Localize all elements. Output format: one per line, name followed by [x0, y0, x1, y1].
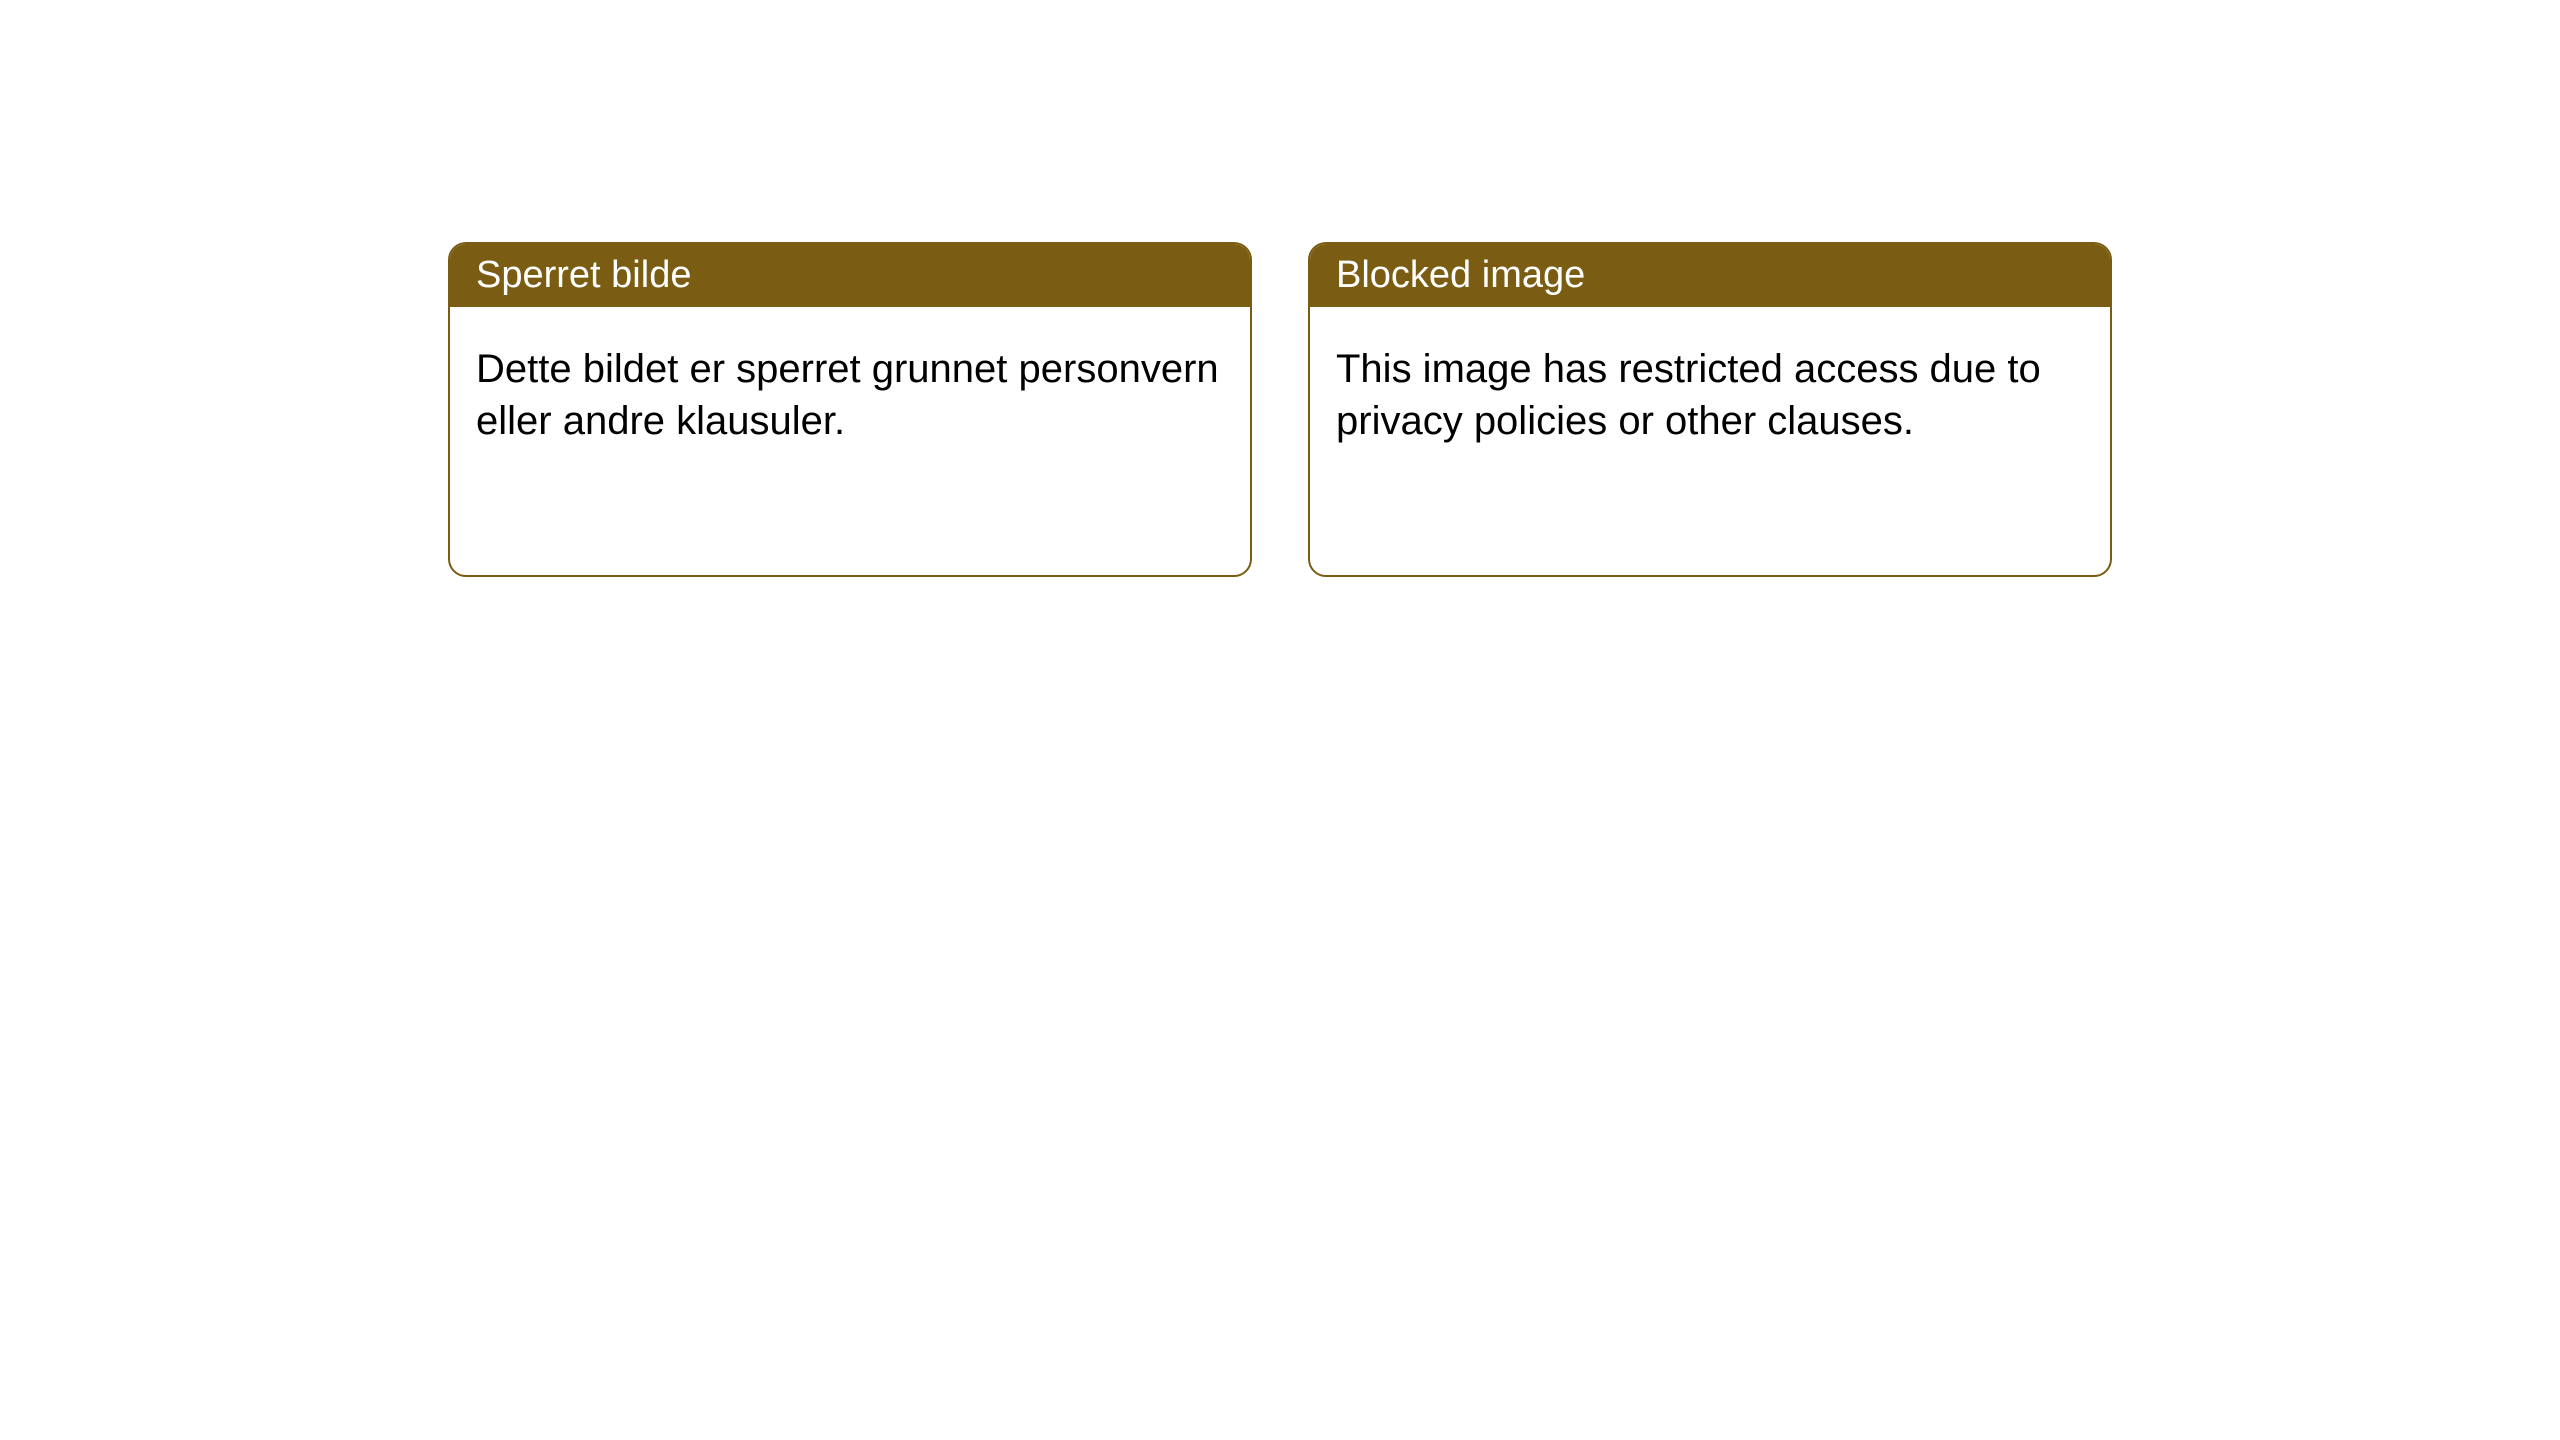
card-header: Sperret bilde: [450, 244, 1250, 307]
card-body: Dette bildet er sperret grunnet personve…: [450, 307, 1250, 483]
card-message: This image has restricted access due to …: [1336, 347, 2041, 443]
card-body: This image has restricted access due to …: [1310, 307, 2110, 483]
blocked-image-card-en: Blocked image This image has restricted …: [1308, 242, 2112, 577]
card-title: Blocked image: [1336, 254, 1585, 296]
card-header: Blocked image: [1310, 244, 2110, 307]
blocked-image-card-no: Sperret bilde Dette bildet er sperret gr…: [448, 242, 1252, 577]
card-message: Dette bildet er sperret grunnet personve…: [476, 347, 1219, 443]
card-title: Sperret bilde: [476, 254, 691, 296]
notice-container: Sperret bilde Dette bildet er sperret gr…: [0, 0, 2560, 577]
